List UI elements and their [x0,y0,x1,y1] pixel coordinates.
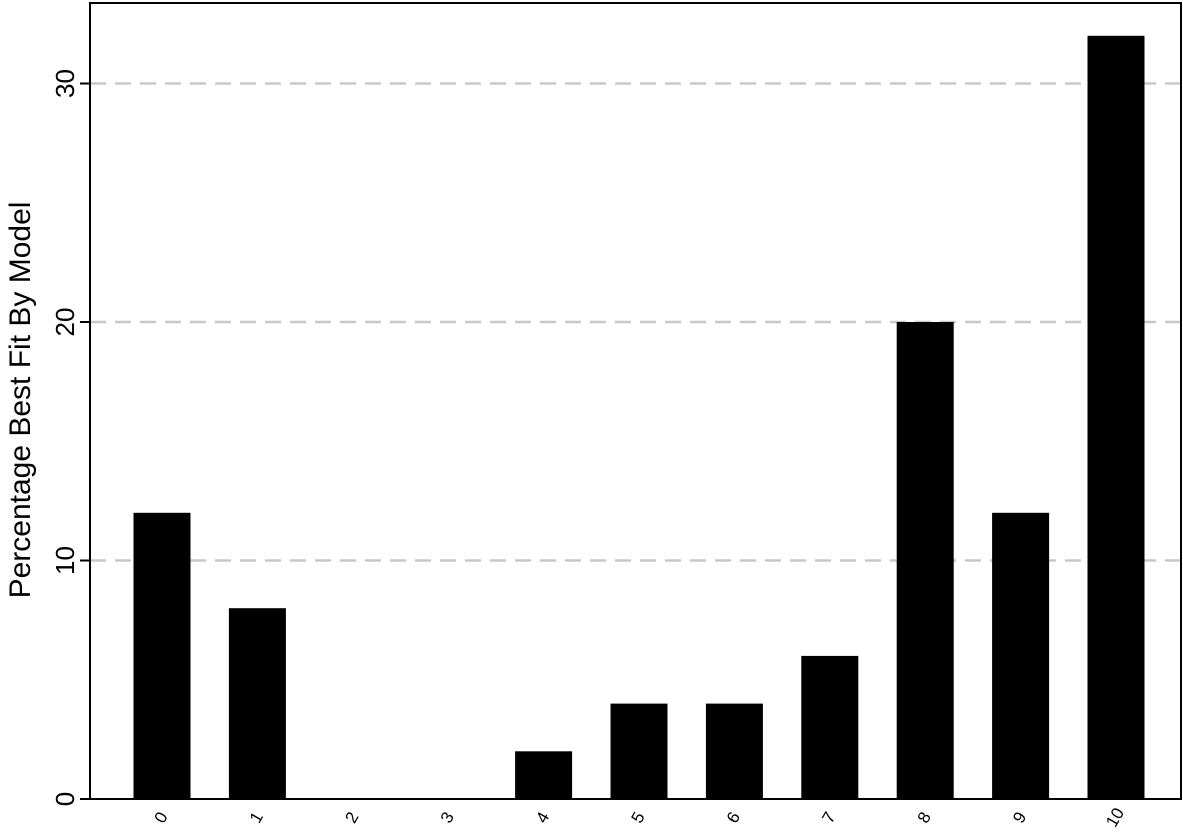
bar [992,512,1050,799]
x-tick-label: 2 [341,809,362,827]
y-tick-label: 30 [50,69,80,98]
bar [228,608,286,799]
y-tick-label: 10 [50,546,80,575]
x-tick-label: 6 [723,809,744,827]
x-axis: 0 1 2 3 4 5 6 7 8 9 10 [151,805,1129,831]
bar [801,655,859,799]
bars [133,35,1145,800]
bar [705,703,763,799]
y-tick-label: 0 [50,792,80,806]
x-tick-label: 7 [818,809,839,827]
x-tick-label: 9 [1009,809,1030,827]
y-axis: 0 10 20 30 [50,3,91,806]
grid-lines [90,82,1181,562]
x-tick-label: 3 [437,809,458,827]
x-tick-label: 0 [151,809,172,827]
bar [515,751,573,799]
x-tick-label: 10 [1102,805,1128,831]
x-tick-label: 1 [246,809,267,827]
bar [896,322,954,799]
x-tick-label: 4 [532,809,553,827]
bar [133,512,191,799]
bar [1087,35,1145,800]
y-tick-label: 20 [50,308,80,337]
x-tick-label: 5 [628,809,649,827]
x-tick-label: 8 [914,809,935,827]
y-axis-label: Percentage Best Fit By Model [4,202,37,599]
bar [610,703,668,799]
